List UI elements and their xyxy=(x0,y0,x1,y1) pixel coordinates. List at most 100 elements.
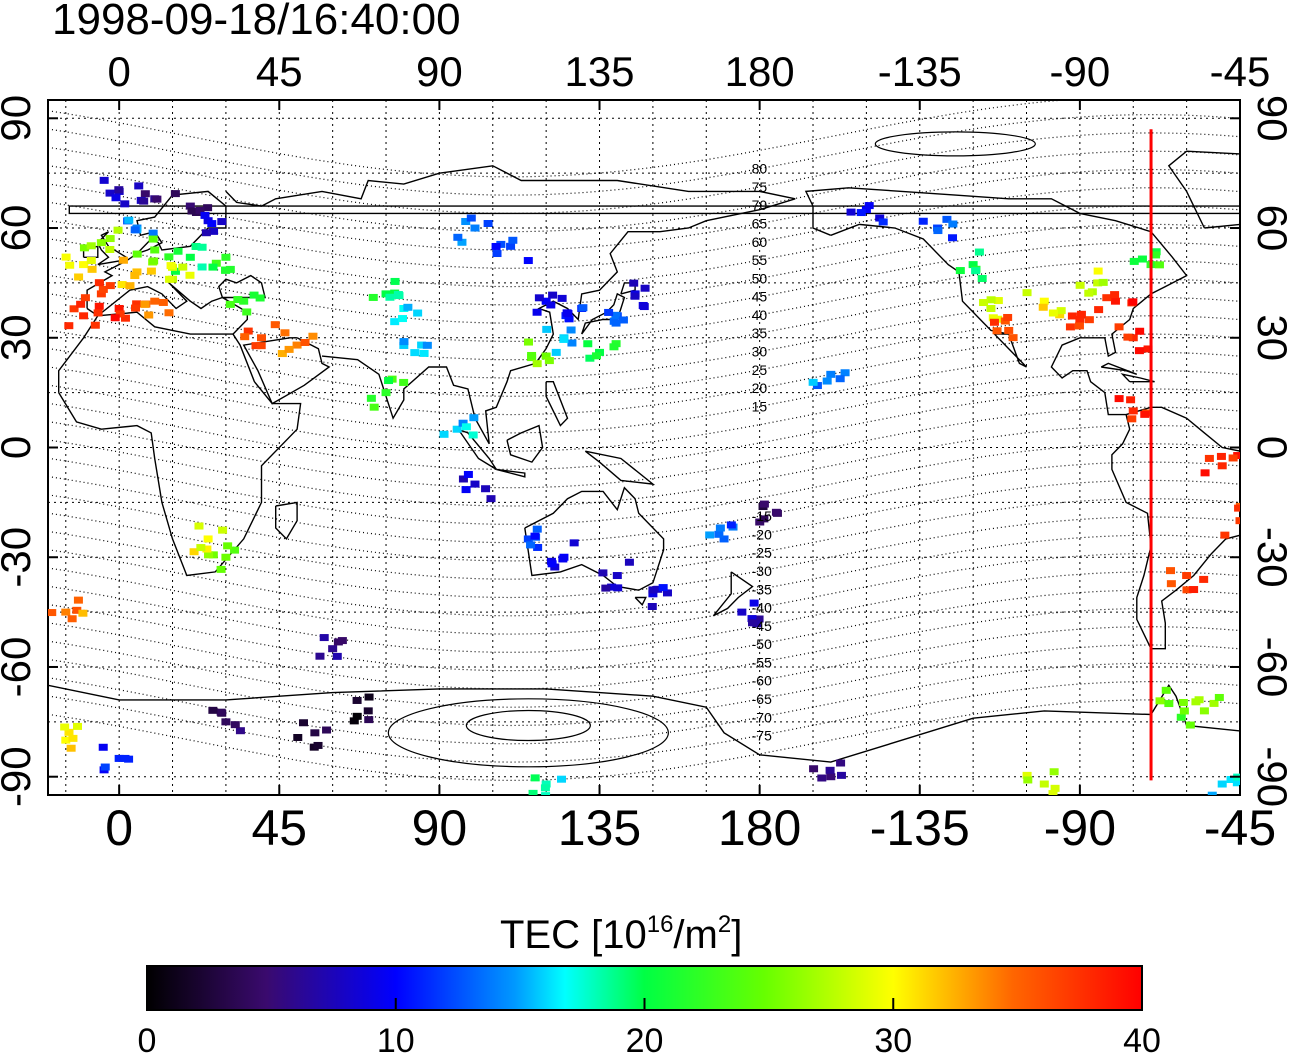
tec-cell xyxy=(453,233,463,241)
tec-cell xyxy=(61,608,71,616)
tec-cell xyxy=(918,217,928,225)
tec-cell xyxy=(1232,779,1240,787)
tec-cell xyxy=(221,718,231,726)
tec-cell xyxy=(397,315,407,323)
right-lat-tick-label: -30 xyxy=(1249,527,1292,588)
contour-label: -55 xyxy=(752,654,772,670)
contour-line xyxy=(48,315,1240,397)
tec-cell xyxy=(583,340,593,348)
contour-line xyxy=(48,626,1240,708)
tec-cell xyxy=(185,271,195,279)
tec-cell xyxy=(840,369,850,377)
tec-cell xyxy=(1123,333,1133,341)
colorbar-label: TEC [1016/m2] xyxy=(500,911,742,957)
tec-cell xyxy=(61,253,71,261)
tec-cell xyxy=(748,619,758,627)
contour-label: 80 xyxy=(752,161,768,177)
tec-cell xyxy=(759,515,769,523)
coastline xyxy=(1167,150,1240,229)
tec-cell xyxy=(208,263,218,271)
contour-line xyxy=(48,516,1240,599)
tec-cell xyxy=(715,524,725,532)
left-latitude-axis: 90 60 30 0 -30 -60 -90 xyxy=(0,95,39,807)
tec-cell xyxy=(1217,462,1227,470)
tec-cell xyxy=(364,693,374,701)
tec-cell xyxy=(134,182,144,190)
tec-cell xyxy=(139,197,149,205)
colorbar-tick-label: 30 xyxy=(874,1022,912,1057)
contour-label: -25 xyxy=(752,545,772,561)
tec-cell xyxy=(988,314,998,322)
tec-cell xyxy=(1102,294,1112,302)
tec-cell xyxy=(96,290,106,298)
contour-label: 35 xyxy=(752,325,768,341)
tec-cell xyxy=(310,729,320,737)
contour-label: 30 xyxy=(752,344,768,360)
tec-cell xyxy=(170,267,180,275)
contour-label: -15 xyxy=(752,508,772,524)
tec-cell xyxy=(809,765,819,773)
tec-cell xyxy=(217,218,227,226)
tec-cell xyxy=(72,606,82,614)
contour-line xyxy=(48,662,1240,745)
tec-cell xyxy=(120,200,130,208)
bottom-lon-tick-label: 0 xyxy=(105,800,133,856)
tec-cell xyxy=(166,262,176,270)
tec-cell xyxy=(1151,251,1161,259)
tec-cell xyxy=(948,234,958,242)
tec-cell xyxy=(604,308,614,316)
contour-line xyxy=(48,205,1240,288)
coastline xyxy=(242,337,331,405)
tec-cell xyxy=(749,599,759,607)
coastline xyxy=(275,501,298,541)
coastline xyxy=(496,468,526,478)
tec-cell xyxy=(118,256,128,264)
tec-cell xyxy=(1191,698,1201,706)
tec-cell xyxy=(114,186,124,194)
contour-line xyxy=(48,113,1240,196)
contour-line xyxy=(48,479,1240,562)
tec-cell xyxy=(117,281,127,289)
colorbar-tick-label: 20 xyxy=(626,1022,664,1057)
tec-cell xyxy=(1110,297,1120,305)
bottom-lon-tick-label: -135 xyxy=(870,800,970,856)
tec-cell xyxy=(1075,281,1085,289)
tec-cell xyxy=(164,253,174,261)
tec-cell xyxy=(1140,410,1150,418)
tec-cell xyxy=(200,211,210,219)
tec-cell xyxy=(1098,278,1108,286)
tec-cell xyxy=(1039,780,1049,788)
coastline xyxy=(86,282,248,335)
tec-cell xyxy=(1143,345,1153,353)
tec-cell xyxy=(826,773,836,781)
coastline xyxy=(581,292,626,335)
tec-cell xyxy=(569,539,579,547)
tec-cell xyxy=(613,584,623,592)
tec-cell xyxy=(541,352,551,360)
contour-line xyxy=(48,351,1240,434)
tec-cell xyxy=(185,202,195,210)
tec-cell xyxy=(249,291,259,299)
tec-cell xyxy=(989,318,999,326)
tec-cell xyxy=(1038,303,1048,311)
tec-cell xyxy=(563,310,573,318)
tec-cell xyxy=(481,485,491,493)
tec-cell xyxy=(648,590,658,598)
tec-cell xyxy=(120,754,130,762)
tec-cell xyxy=(422,341,432,349)
tec-cell xyxy=(369,403,379,411)
tec-cell xyxy=(319,634,329,642)
tec-cell xyxy=(532,308,542,316)
contour-label: 20 xyxy=(752,380,768,396)
contour-label: 65 xyxy=(752,215,768,231)
tec-cell xyxy=(170,190,180,198)
tec-cell xyxy=(111,194,121,202)
top-lon-tick-label: 45 xyxy=(256,48,303,95)
map-title: 1998-09-18/16:40:00 xyxy=(52,0,461,44)
contour-label: 45 xyxy=(752,289,768,305)
tec-cell xyxy=(240,333,250,341)
tec-cell xyxy=(1214,693,1224,701)
contour-line xyxy=(48,242,1240,324)
tec-cell xyxy=(1065,323,1075,331)
tec-cell xyxy=(364,716,374,724)
